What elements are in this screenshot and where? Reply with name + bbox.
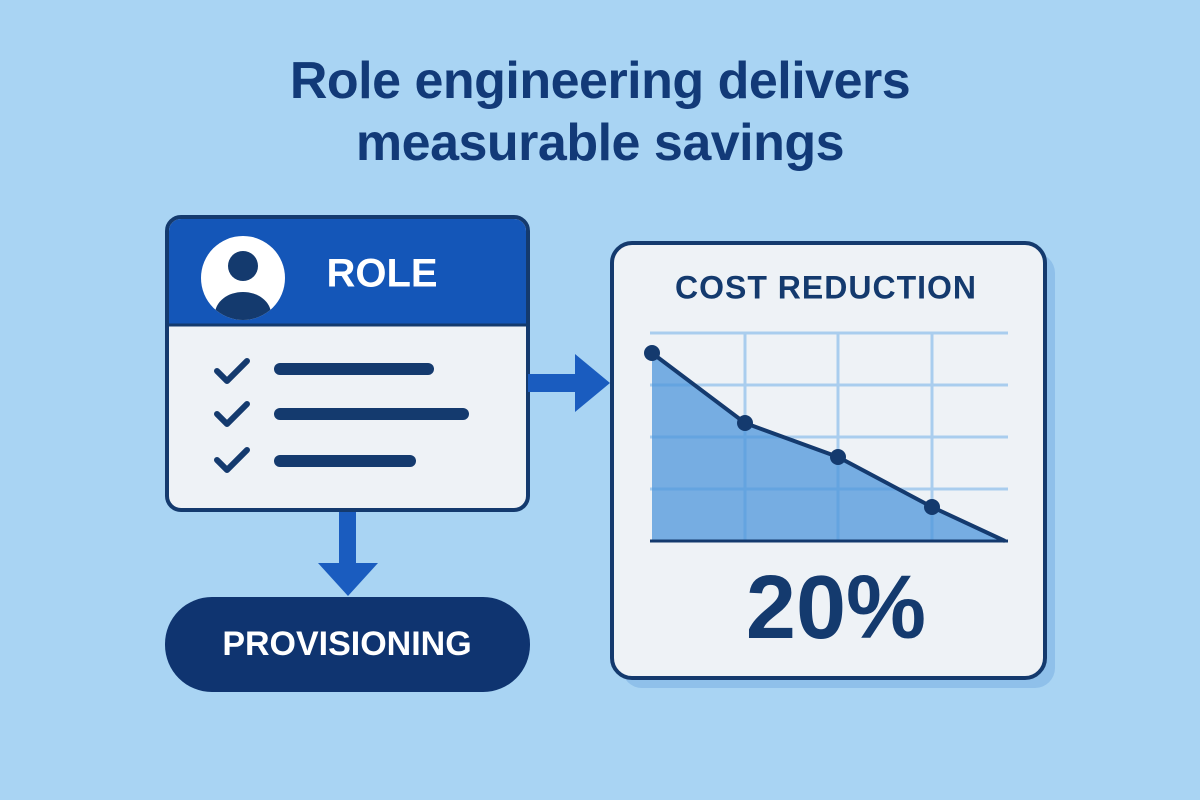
down-arrow (318, 512, 378, 596)
provisioning-label: PROVISIONING (222, 625, 471, 663)
title: Role engineering delivers measurable sav… (289, 52, 911, 172)
mini-area (652, 353, 1005, 541)
provisioning-pill (165, 597, 530, 692)
cost-value: 20% (746, 558, 926, 658)
cost-title: COST REDUCTION (675, 269, 977, 305)
cost-card: COST REDUCTION 20% (610, 241, 1055, 688)
role-card: ROLE (165, 215, 530, 512)
right-arrow (528, 354, 610, 412)
role-label: ROLE (326, 252, 437, 296)
